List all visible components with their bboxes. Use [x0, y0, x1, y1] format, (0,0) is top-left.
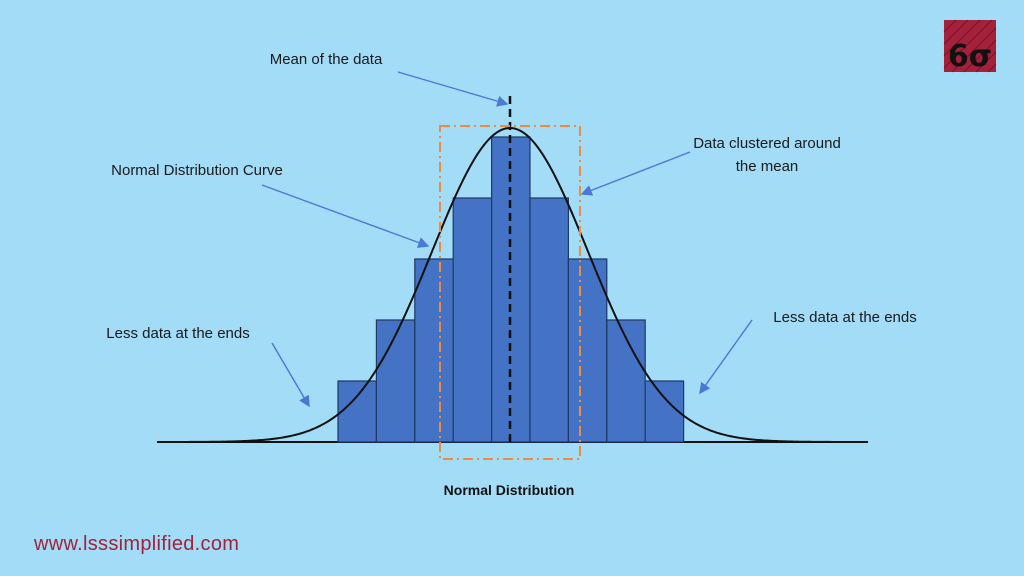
clustered-label-line2: the mean [736, 158, 799, 175]
histogram-bar [567, 258, 608, 443]
ends-right-arrow [699, 319, 753, 395]
mean-arrow [397, 71, 509, 107]
six-sigma-logo: 6σ [943, 19, 997, 74]
diagram-title: Normal Distribution [444, 482, 575, 498]
curve-arrow [261, 184, 430, 248]
histogram-bar [452, 197, 493, 443]
histogram-bar [337, 380, 378, 443]
ends-left-label: Less data at the ends [106, 325, 249, 342]
ends-left-arrow [271, 342, 310, 408]
website-url: www.lsssimplified.com [33, 533, 239, 555]
histogram-bar [529, 197, 570, 443]
cluster-box [439, 125, 581, 460]
logo-text: 6σ [948, 39, 992, 74]
mean-label: Mean of the data [270, 51, 383, 68]
clustered-arrow [580, 151, 691, 196]
histogram-bar [414, 258, 454, 443]
histogram-bars [337, 136, 685, 443]
histogram-bar [375, 319, 416, 443]
ends-right-label: Less data at the ends [773, 309, 916, 326]
normal-distribution-curve [168, 126, 856, 443]
clustered-label-line1: Data clustered around [693, 135, 841, 152]
curve-label: Normal Distribution Curve [111, 162, 283, 179]
